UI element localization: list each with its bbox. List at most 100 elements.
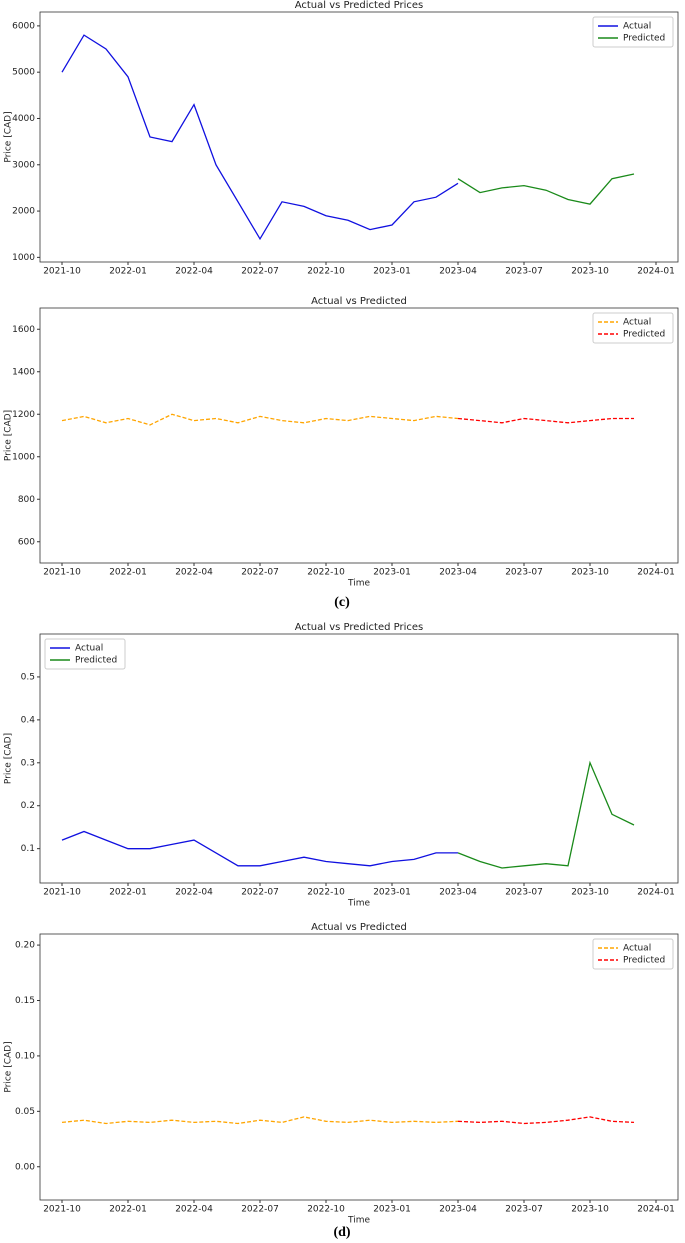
y-tick-label: 0.05 bbox=[15, 1107, 35, 1117]
chart-title: Actual vs Predicted Prices bbox=[295, 622, 424, 633]
plot-frame bbox=[39, 933, 679, 1201]
y-tick-label: 1000 bbox=[12, 253, 35, 263]
y-tick-label: 3000 bbox=[12, 160, 35, 170]
y-tick-label: 6000 bbox=[12, 21, 35, 31]
y-tick-label: 2000 bbox=[12, 207, 35, 217]
x-tick-label: 2023-10 bbox=[571, 568, 609, 578]
x-tick-label: 2022-07 bbox=[241, 267, 279, 277]
x-tick-label: 2021-10 bbox=[43, 568, 81, 578]
legend-label: Actual bbox=[623, 318, 651, 328]
series-line bbox=[457, 760, 635, 869]
legend: Actual Predicted bbox=[592, 16, 674, 48]
x-tick-label: 2023-04 bbox=[439, 1205, 477, 1215]
legend-box bbox=[592, 938, 674, 970]
x-tick-label: 2024-01 bbox=[637, 568, 675, 578]
x-tick-label: 2022-10 bbox=[307, 888, 345, 898]
x-tick-label: 2021-10 bbox=[43, 1205, 81, 1215]
legend-label: Predicted bbox=[623, 34, 665, 44]
chart: Actual vs Predicted Price [CAD] Time 600 800… bbox=[4, 296, 679, 589]
x-tick-label: 2022-10 bbox=[307, 568, 345, 578]
y-tick-label: 0.15 bbox=[15, 996, 35, 1006]
x-tick-label: 2023-04 bbox=[439, 888, 477, 898]
y-tick-label: 1000 bbox=[12, 452, 35, 462]
legend: Actual Predicted bbox=[592, 312, 674, 344]
y-axis-label: Price [CAD] bbox=[4, 111, 14, 162]
x-tick-label: 2021-10 bbox=[43, 267, 81, 277]
x-tick-label: 2022-07 bbox=[241, 568, 279, 578]
legend-label: Actual bbox=[623, 944, 651, 954]
y-axis-label: Price [CAD] bbox=[4, 733, 14, 784]
y-tick-label: 0.10 bbox=[15, 1051, 35, 1061]
y-tick-label: 0.3 bbox=[21, 758, 35, 768]
y-tick-label: 0.4 bbox=[21, 715, 36, 725]
series-line bbox=[457, 417, 634, 424]
legend-box bbox=[44, 638, 126, 670]
series-line bbox=[61, 413, 459, 426]
caption: (d) bbox=[333, 1225, 350, 1240]
y-tick-label: 1400 bbox=[12, 367, 35, 377]
chart-title: Actual vs Predicted bbox=[311, 296, 407, 307]
y-tick-label: 1600 bbox=[12, 325, 35, 335]
y-tick-label: 0.1 bbox=[21, 844, 35, 854]
plot-frame bbox=[39, 307, 679, 564]
x-tick-label: 2022-10 bbox=[307, 267, 345, 277]
x-tick-label: 2024-01 bbox=[637, 1205, 675, 1215]
series-line bbox=[61, 830, 458, 867]
legend: Actual Predicted bbox=[592, 938, 674, 970]
x-tick-label: 2022-01 bbox=[109, 267, 147, 277]
chart: Actual vs Predicted Prices Price [CAD] 100… bbox=[4, 0, 679, 277]
x-tick-label: 2022-01 bbox=[109, 888, 147, 898]
y-tick-label: 0.5 bbox=[21, 672, 35, 682]
x-axis-label: Time bbox=[347, 579, 370, 589]
x-tick-label: 2023-07 bbox=[505, 1205, 543, 1215]
x-axis-label: Time bbox=[347, 899, 370, 909]
x-tick-label: 2023-07 bbox=[505, 267, 543, 277]
series-line bbox=[61, 1116, 459, 1125]
y-tick-label: 0.20 bbox=[15, 941, 35, 951]
y-tick-label: 5000 bbox=[12, 68, 35, 78]
plot-frame bbox=[39, 11, 679, 263]
legend-label: Predicted bbox=[75, 656, 117, 666]
x-tick-label: 2023-10 bbox=[571, 267, 609, 277]
x-tick-label: 2023-04 bbox=[439, 267, 477, 277]
x-axis-label: Time bbox=[347, 1216, 370, 1226]
legend-label: Actual bbox=[75, 644, 103, 654]
legend-label: Predicted bbox=[623, 330, 665, 340]
x-tick-label: 2022-07 bbox=[241, 1205, 279, 1215]
y-tick-label: 0.00 bbox=[15, 1162, 35, 1172]
x-tick-label: 2023-07 bbox=[505, 568, 543, 578]
series-line bbox=[457, 1116, 635, 1125]
x-tick-label: 2022-01 bbox=[109, 1205, 147, 1215]
y-tick-label: 4000 bbox=[12, 114, 35, 124]
y-axis-label: Price [CAD] bbox=[4, 410, 14, 461]
x-tick-label: 2022-07 bbox=[241, 888, 279, 898]
x-tick-label: 2022-01 bbox=[109, 568, 147, 578]
series-line bbox=[61, 34, 459, 241]
y-tick-label: 0.2 bbox=[21, 801, 35, 811]
caption: (c) bbox=[334, 595, 350, 610]
y-axis-label: Price [CAD] bbox=[4, 1041, 14, 1092]
legend-label: Predicted bbox=[623, 956, 665, 966]
x-tick-label: 2024-01 bbox=[637, 888, 675, 898]
chart-title: Actual vs Predicted bbox=[311, 922, 407, 933]
legend-box bbox=[592, 312, 674, 344]
series-line bbox=[457, 173, 635, 205]
y-tick-label: 1200 bbox=[12, 410, 35, 420]
x-tick-label: 2022-04 bbox=[175, 568, 213, 578]
plot-frame bbox=[39, 633, 679, 884]
legend-label: Actual bbox=[623, 22, 651, 32]
x-tick-label: 2023-01 bbox=[373, 568, 411, 578]
legend-box bbox=[592, 16, 674, 48]
chart-title: Actual vs Predicted Prices bbox=[295, 0, 424, 11]
x-tick-label: 2023-10 bbox=[571, 888, 609, 898]
y-tick-label: 800 bbox=[18, 495, 35, 505]
x-tick-label: 2023-07 bbox=[505, 888, 543, 898]
x-tick-label: 2022-04 bbox=[175, 1205, 213, 1215]
x-tick-label: 2023-01 bbox=[373, 888, 411, 898]
x-tick-label: 2022-04 bbox=[175, 888, 213, 898]
legend: Actual Predicted bbox=[44, 638, 126, 670]
y-tick-label: 600 bbox=[18, 537, 35, 547]
x-tick-label: 2024-01 bbox=[637, 267, 675, 277]
x-tick-label: 2023-01 bbox=[373, 267, 411, 277]
